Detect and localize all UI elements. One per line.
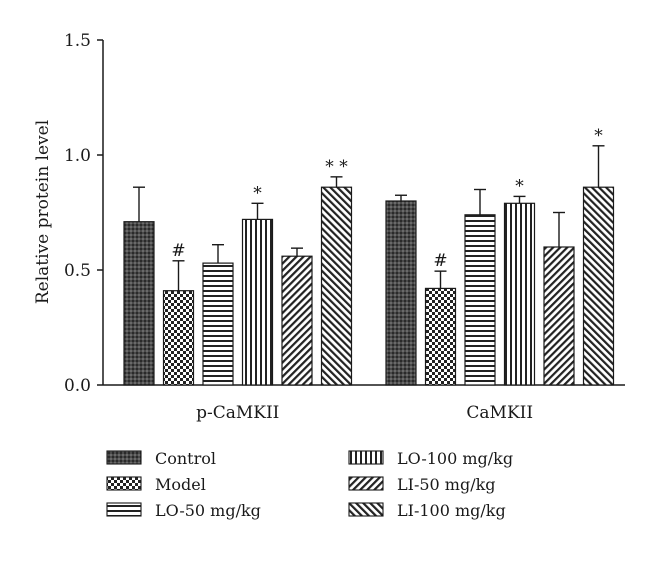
category-label: p-CaMKII	[196, 403, 279, 423]
significance-mark: *	[253, 183, 262, 203]
bar	[385, 200, 417, 386]
significance-mark: #	[171, 241, 185, 261]
bar	[543, 246, 575, 386]
bar	[503, 202, 536, 386]
legend-swatch	[106, 450, 142, 465]
bar	[464, 214, 496, 386]
significance-mark: *	[594, 126, 603, 146]
bar	[123, 221, 155, 386]
y-axis-title: Relative protein level	[33, 120, 53, 304]
legend-label: Model	[155, 475, 206, 494]
y-tick-label: 0.0	[64, 376, 91, 396]
legend-swatch	[106, 476, 142, 491]
significance-mark: *	[515, 176, 524, 196]
significance-mark: #	[433, 251, 447, 271]
bar	[241, 218, 274, 386]
y-tick-label: 1.0	[64, 146, 91, 166]
legend-swatch	[348, 476, 384, 491]
legend: Control Model LO-50 mg/kg LO-100 mg/kg LI-50…	[106, 449, 513, 520]
plot-area: 0.0 0.5 1.0 1.5 # * * * p-CaMKII # * * CaMKII	[64, 31, 625, 423]
legend-label: LI-50 mg/kg	[397, 475, 496, 494]
legend-label: Control	[155, 449, 216, 468]
bar	[320, 186, 353, 386]
bar	[202, 262, 234, 386]
y-tick-label: 0.5	[64, 261, 91, 281]
category-label: CaMKII	[466, 403, 533, 423]
y-tick-label: 1.5	[64, 31, 91, 51]
legend-label: LO-100 mg/kg	[397, 449, 513, 468]
bar	[281, 255, 313, 386]
legend-label: LO-50 mg/kg	[155, 501, 261, 520]
significance-mark: * *	[325, 157, 348, 177]
legend-swatch	[106, 502, 142, 517]
bar	[424, 287, 457, 386]
legend-swatch	[348, 502, 384, 517]
legend-swatch	[348, 450, 384, 465]
bar	[582, 186, 615, 386]
bar	[162, 290, 195, 386]
legend-label: LI-100 mg/kg	[397, 501, 506, 520]
